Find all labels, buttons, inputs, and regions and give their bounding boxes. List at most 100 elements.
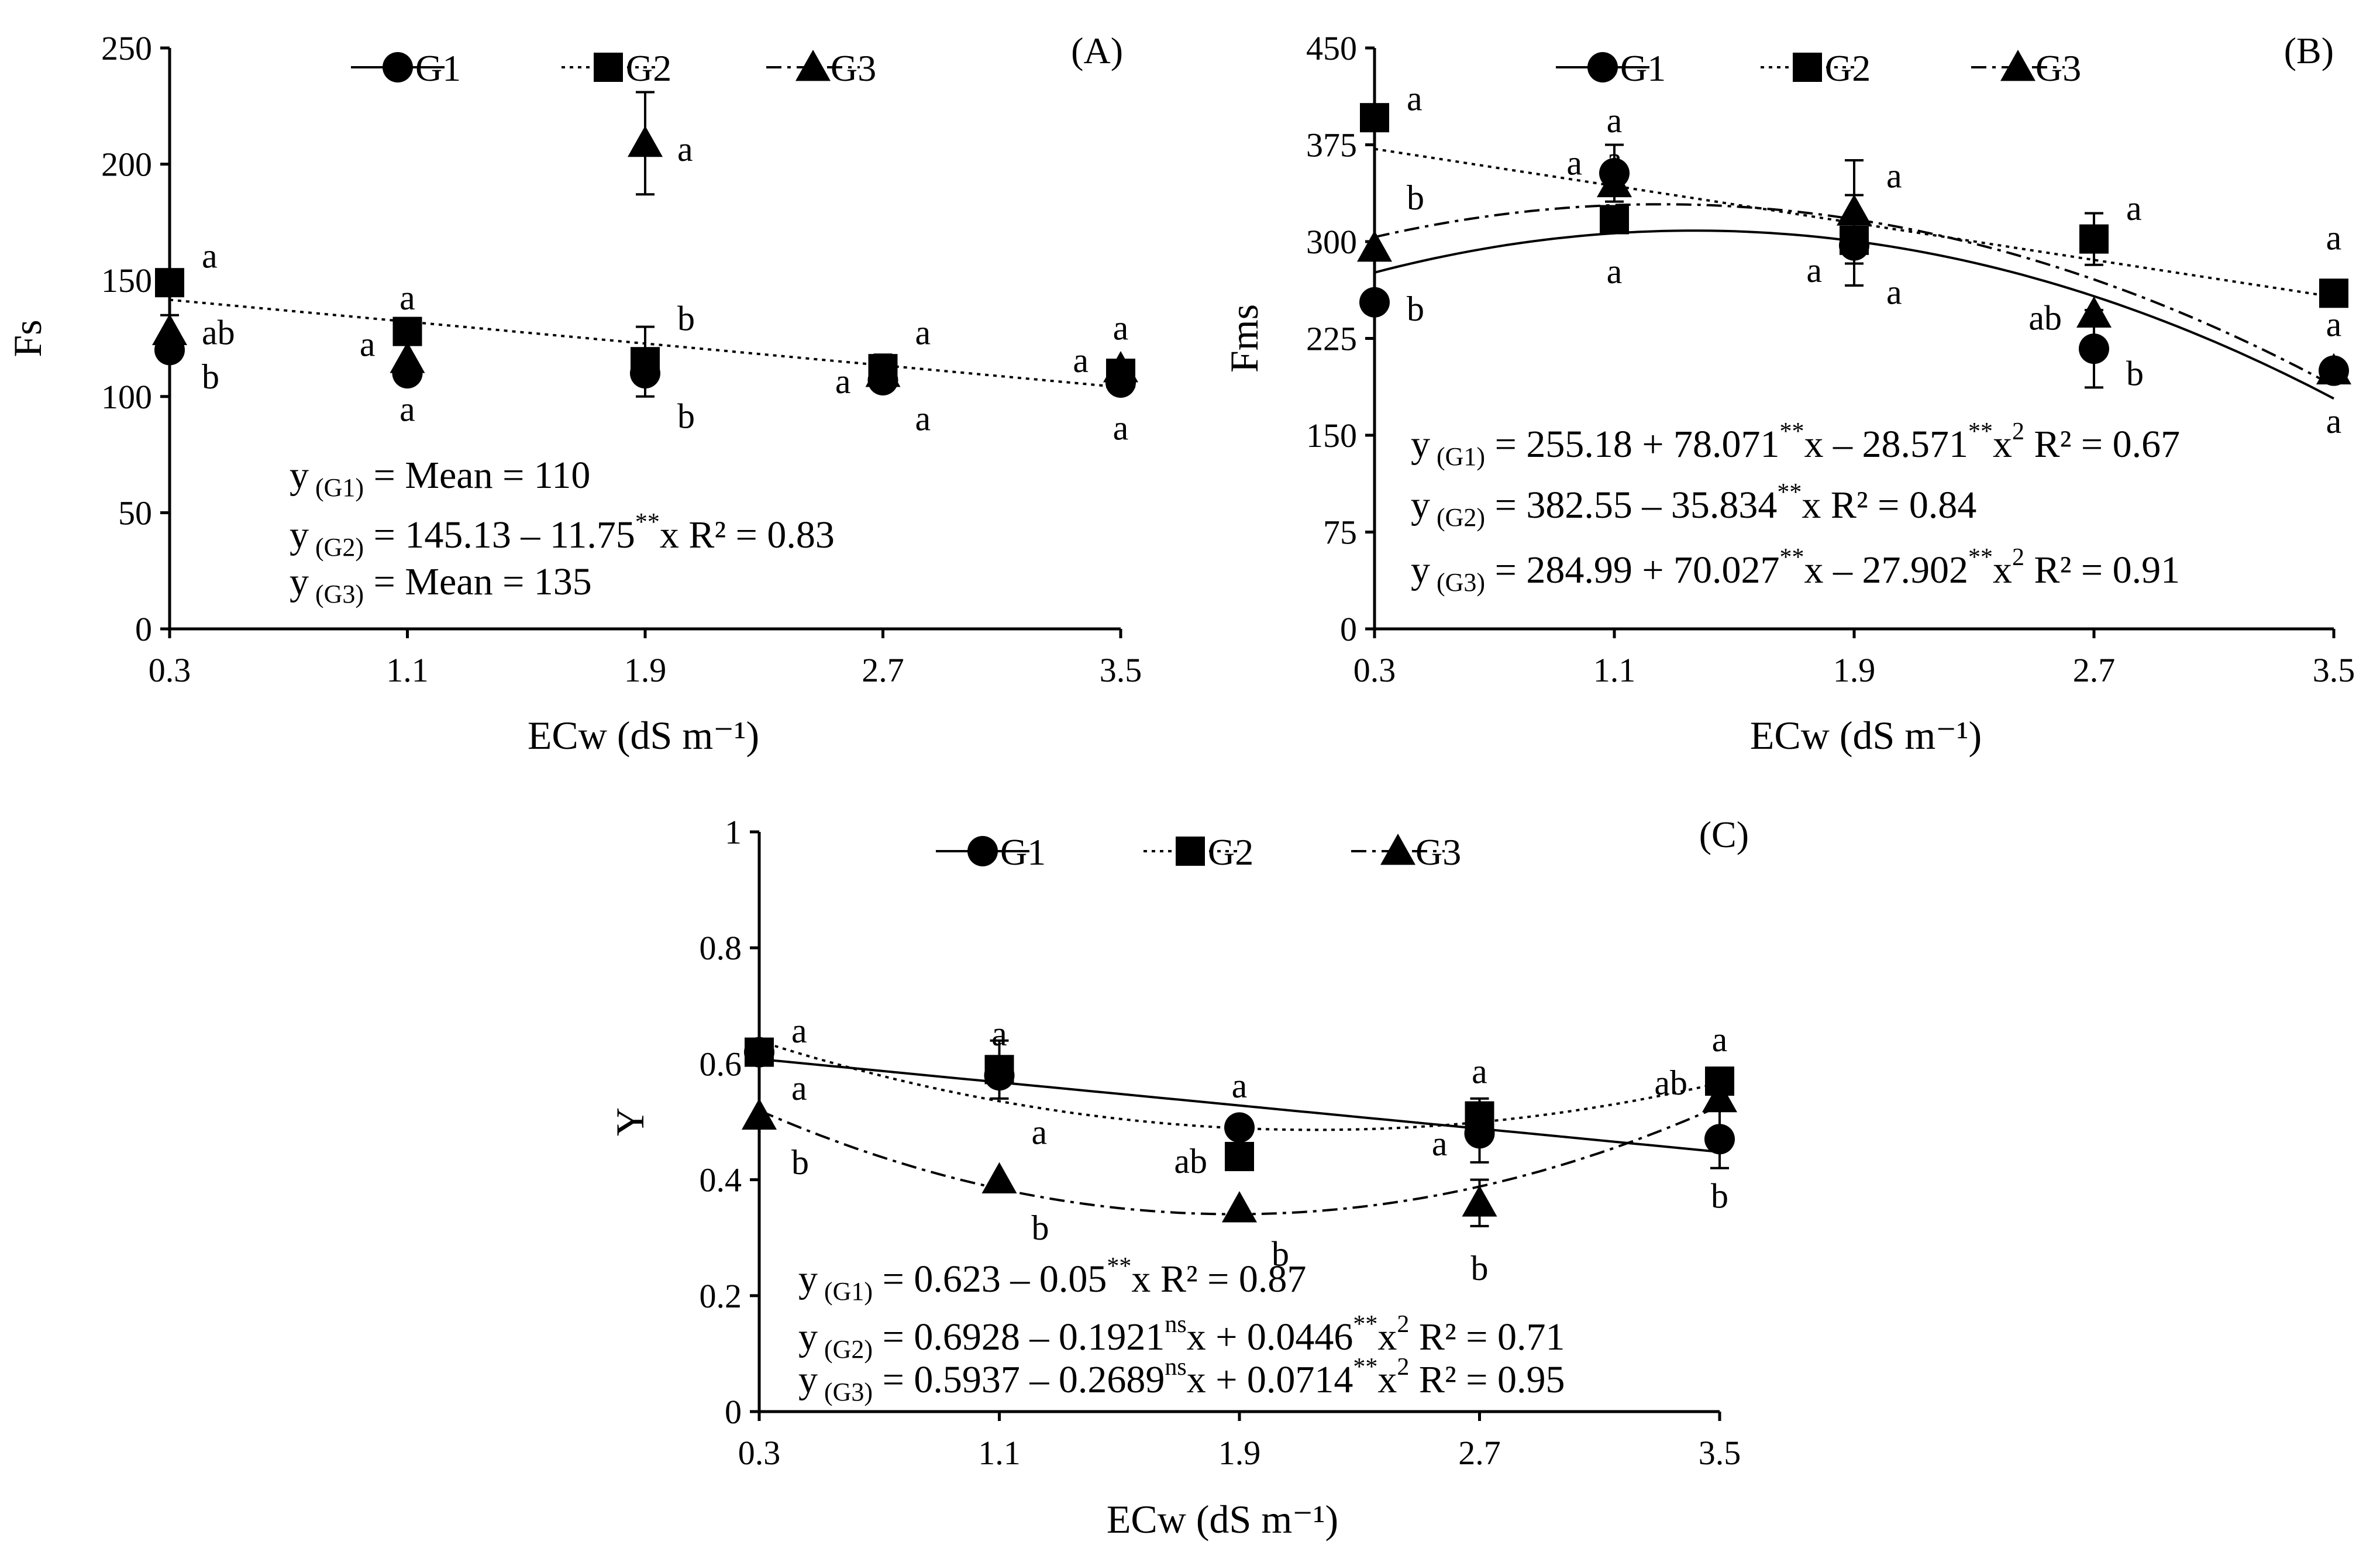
regression-equation: y (G3) = Mean = 135	[290, 560, 592, 608]
y-axis-title: Y	[608, 1107, 652, 1136]
significance-letter: a	[1232, 1066, 1248, 1105]
legend-label: G3	[1415, 831, 1461, 873]
significance-letter: b	[677, 300, 695, 338]
significance-letter: a	[399, 390, 415, 429]
y-tick-label: 0.8	[700, 929, 742, 967]
y-tick-label: 0.6	[700, 1045, 742, 1083]
y-tick-label: 100	[101, 378, 152, 416]
point-g3	[1837, 194, 1872, 226]
x-tick-label: 1.1	[386, 651, 429, 689]
legend-marker	[1587, 52, 1618, 82]
x-axis-title: ECw (dS m⁻¹)	[528, 713, 759, 758]
fit-line-g1	[759, 1058, 1720, 1153]
point-g3	[390, 342, 425, 373]
regression-equation: y (G2) = 382.55 – 35.834**x R² = 0.84	[1411, 479, 1976, 532]
significance-letter: a	[915, 400, 931, 438]
significance-letter: b	[202, 357, 219, 396]
y-tick-label: 0.2	[700, 1277, 742, 1315]
x-tick-label: 0.3	[149, 651, 191, 689]
y-tick-label: 250	[101, 29, 152, 67]
significance-letter: b	[1272, 1234, 1289, 1273]
significance-letter: a	[2326, 219, 2342, 257]
significance-letter: a	[677, 130, 693, 168]
x-axis-title: ECw (dS m⁻¹)	[1107, 1497, 1338, 1541]
regression-equation: y (G3) = 284.99 + 70.027**x – 27.902**x2…	[1411, 544, 2180, 597]
significance-letter: ab	[2028, 298, 2062, 337]
y-tick-label: 450	[1306, 29, 1357, 67]
significance-letter: a	[2326, 305, 2342, 343]
point-g2	[984, 1055, 1014, 1085]
point-g3	[1222, 1191, 1257, 1223]
point-g3	[2316, 353, 2351, 385]
point-g1	[1224, 1112, 1255, 1143]
x-tick-label: 1.9	[624, 651, 667, 689]
significance-letter: a	[2126, 189, 2142, 228]
significance-letter: ab	[1654, 1064, 1687, 1102]
significance-letter: a	[360, 325, 376, 363]
x-tick-label: 1.9	[1218, 1434, 1261, 1472]
legend-label: G2	[1825, 47, 1871, 89]
significance-letter: a	[1032, 1113, 1048, 1151]
point-g2	[745, 1037, 774, 1067]
significance-letter: a	[1113, 309, 1129, 347]
x-tick-label: 2.7	[2073, 651, 2116, 689]
y-tick-label: 50	[118, 494, 152, 532]
y-tick-label: 300	[1306, 223, 1357, 261]
point-g2	[2079, 224, 2109, 254]
significance-letter: a	[2326, 402, 2342, 441]
x-tick-label: 1.1	[978, 1434, 1021, 1472]
point-g3	[1597, 166, 1632, 198]
x-tick-label: 0.3	[738, 1434, 781, 1472]
point-g3	[865, 356, 901, 387]
significance-letter: b	[791, 1143, 809, 1182]
significance-letter: a	[1407, 79, 1423, 118]
x-tick-label: 3.5	[1699, 1434, 1741, 1472]
x-tick-label: 1.9	[1833, 651, 1876, 689]
x-tick-label: 2.7	[1458, 1434, 1501, 1472]
significance-letter: a	[1886, 273, 1902, 311]
regression-equation: y (G2) = 145.13 – 11.75**x R² = 0.83	[290, 509, 835, 562]
regression-equation: y (G1) = 255.18 + 78.071**x – 28.571**x2…	[1411, 418, 2180, 471]
legend-marker	[383, 52, 413, 82]
significance-letter: a	[1806, 251, 1822, 290]
point-g2	[1465, 1101, 1494, 1131]
legend-marker	[2000, 50, 2035, 81]
regression-equation: y (G1) = 0.623 – 0.05**x R² = 0.87	[798, 1253, 1306, 1306]
point-g3	[1357, 230, 1392, 262]
significance-letter: a	[1113, 408, 1129, 447]
regression-equation: y (G2) = 0.6928 – 0.1921nsx + 0.0446**x2…	[798, 1311, 1565, 1364]
y-tick-label: 375	[1306, 126, 1357, 164]
legend-entry-g3: G3	[1971, 47, 2081, 89]
panel-label: (B)	[2284, 30, 2334, 71]
point-g3	[981, 1162, 1017, 1193]
y-axis-title: Fms	[1222, 304, 1266, 373]
legend-entry-g1: G1	[351, 47, 461, 89]
regression-equation: y (G3) = 0.5937 – 0.2689nsx + 0.0714**x2…	[798, 1354, 1565, 1406]
significance-letter: a	[1712, 1020, 1728, 1059]
significance-letter: a	[1607, 140, 1623, 178]
point-g2	[1225, 1141, 1254, 1171]
panel-label: (C)	[1699, 814, 1749, 855]
point-g1	[2079, 333, 2109, 364]
legend-label: G1	[415, 47, 461, 89]
legend-entry-g3: G3	[1351, 831, 1461, 873]
panel-c: 0 0.2 0.4 0.6 0.8 1 0.3 1.1 1.9 2.7 3.5 ECw (dS m⁻¹…	[608, 813, 1749, 1541]
significance-letter: a	[791, 1069, 807, 1107]
point-g2	[1600, 205, 1629, 235]
significance-letter: a	[1073, 341, 1089, 380]
fit-line-g3	[1374, 203, 2334, 387]
significance-letter: ab	[202, 314, 235, 352]
fit-line-g2	[759, 1040, 1720, 1131]
point-g1	[1704, 1124, 1735, 1155]
panel-b: 0 75 150 225 300 375 450 0.3 1.1 1.9 2.7 3.5 ECw (dS…	[1222, 29, 2355, 758]
significance-letter: a	[791, 1011, 807, 1050]
y-tick-label: 0	[725, 1393, 742, 1431]
y-tick-label: 75	[1323, 514, 1357, 552]
significance-letter: b	[1471, 1249, 1489, 1288]
legend-entry-g1: G1	[1556, 47, 1666, 89]
y-tick-label: 0.4	[700, 1161, 742, 1199]
significance-letter: b	[1032, 1209, 1049, 1247]
legend-entry-g2: G2	[1761, 47, 1871, 89]
legend-marker	[1793, 53, 1822, 82]
legend-entry-g1: G1	[936, 831, 1046, 873]
